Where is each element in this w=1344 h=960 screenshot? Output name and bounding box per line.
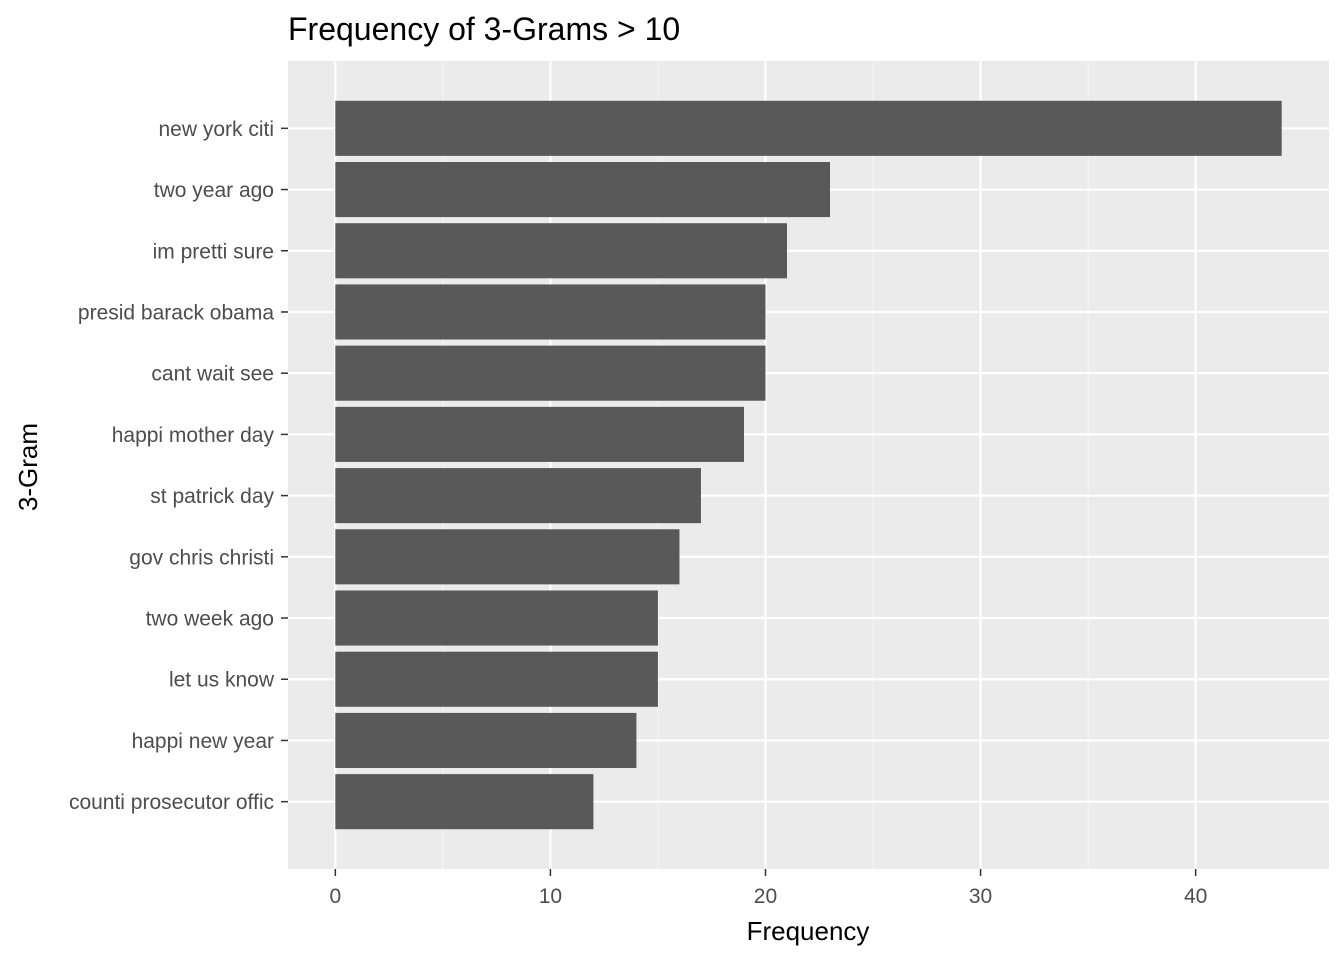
bar bbox=[335, 406, 744, 462]
y-tick-label: cant wait see bbox=[151, 363, 274, 386]
y-tick-label: two week ago bbox=[146, 608, 274, 631]
y-tick-label: im pretti sure bbox=[153, 240, 274, 263]
bar bbox=[335, 529, 680, 585]
y-tick-label: happi mother day bbox=[112, 424, 275, 447]
y-tick-label: new york citi bbox=[158, 118, 274, 141]
y-axis-title: 3-Gram bbox=[13, 423, 43, 511]
bar bbox=[335, 223, 787, 279]
bar bbox=[335, 284, 766, 340]
bar bbox=[335, 651, 658, 707]
bar bbox=[335, 100, 1282, 156]
bar bbox=[335, 468, 701, 524]
x-tick-label: 0 bbox=[329, 885, 341, 908]
y-tick-label: st patrick day bbox=[150, 485, 274, 508]
x-axis-title: Frequency bbox=[747, 916, 870, 946]
y-tick-label: presid barack obama bbox=[78, 301, 274, 324]
bar bbox=[335, 774, 594, 830]
bar bbox=[335, 345, 766, 401]
y-tick-label: two year ago bbox=[154, 179, 274, 202]
bars bbox=[335, 100, 1282, 830]
y-tick-label: let us know bbox=[169, 669, 275, 692]
x-axis: 0 10 20 30 40 bbox=[329, 869, 1207, 908]
bar bbox=[335, 712, 637, 768]
x-tick-label: 10 bbox=[539, 885, 562, 908]
y-axis: new york citi two year ago im pretti sure p… bbox=[69, 118, 288, 814]
y-tick-label: happi new year bbox=[132, 730, 274, 753]
x-tick-label: 30 bbox=[969, 885, 992, 908]
bar bbox=[335, 162, 831, 218]
x-tick-label: 40 bbox=[1184, 885, 1207, 908]
x-tick-label: 20 bbox=[754, 885, 777, 908]
bar bbox=[335, 590, 658, 646]
y-tick-label: counti prosecutor offic bbox=[69, 791, 274, 814]
chart-title: Frequency of 3-Grams > 10 bbox=[288, 11, 680, 47]
y-tick-label: gov chris christi bbox=[129, 546, 274, 569]
